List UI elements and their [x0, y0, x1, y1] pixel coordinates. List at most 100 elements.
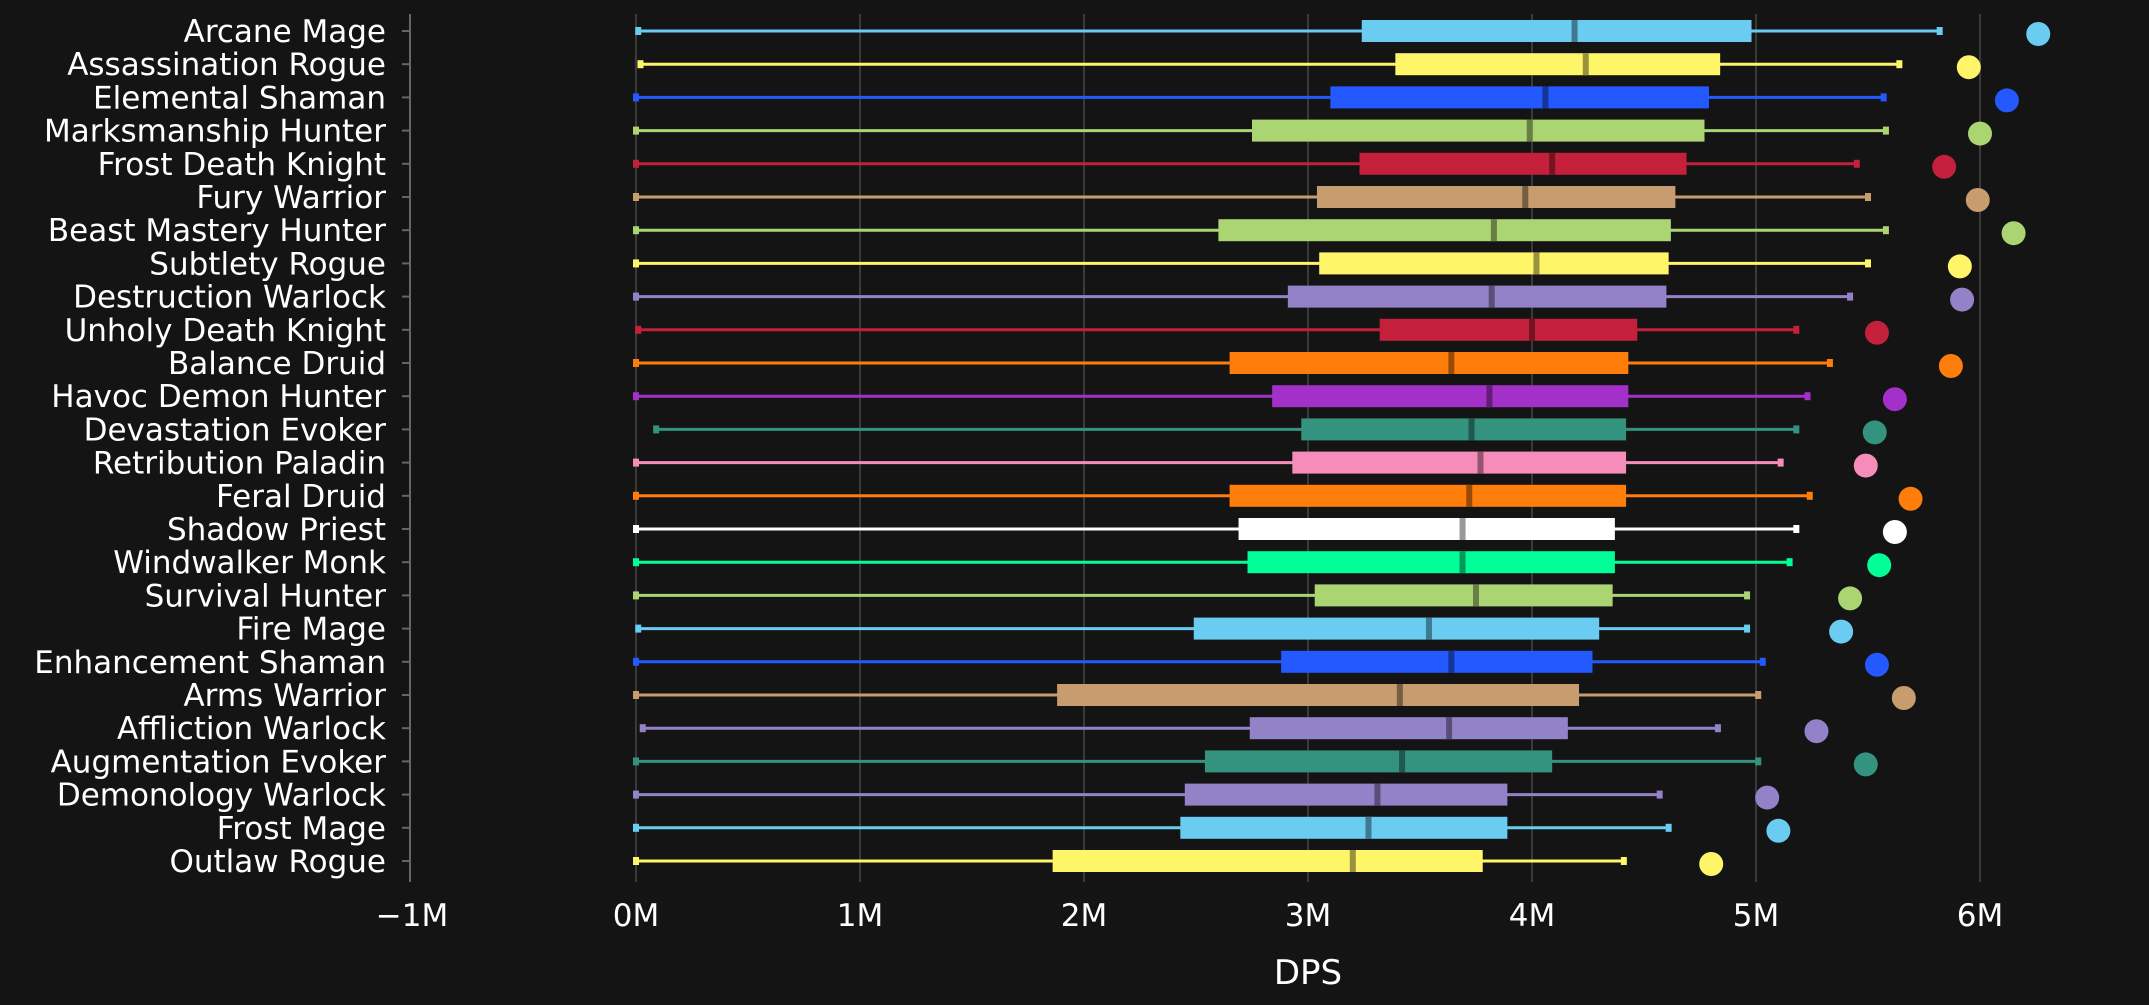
top-marker	[1862, 420, 1887, 445]
whisker-cap-min	[633, 193, 639, 201]
whisker-cap-max	[1793, 325, 1800, 334]
median-mark	[1542, 86, 1549, 109]
median-mark	[1425, 617, 1432, 640]
top-marker	[1882, 520, 1907, 544]
category-label: Feral Druid	[216, 479, 386, 515]
median-mark	[1549, 152, 1556, 175]
category-label: Balance Druid	[168, 346, 386, 382]
whisker-cap-max	[1880, 93, 1887, 102]
series-balance-druid	[633, 352, 1963, 378]
category-label: Windwalker Monk	[113, 545, 386, 581]
x-axis-title: DPS	[1274, 953, 1342, 993]
iqr-box	[1330, 86, 1709, 109]
category-label: Marksmanship Hunter	[44, 114, 386, 150]
series-assassination-rogue	[637, 53, 1981, 80]
median-mark	[1522, 186, 1529, 208]
whisker-cap-max	[1826, 359, 1833, 367]
whisker-cap-max	[1865, 259, 1871, 268]
whisker-cap-max	[1777, 458, 1784, 467]
iqr-box	[1229, 484, 1627, 507]
iqr-box	[1319, 252, 1669, 275]
top-marker	[1968, 121, 1992, 146]
top-marker	[1804, 719, 1829, 744]
gridlines	[635, 14, 1981, 882]
category-label: Devastation Evoker	[84, 412, 387, 448]
iqr-box	[1057, 684, 1580, 706]
median-mark	[1468, 418, 1475, 441]
series-arms-warrior	[633, 684, 1916, 710]
whisker-cap-min	[633, 359, 639, 367]
series-destruction-warlock	[633, 285, 1975, 312]
series-augmentation-evoker	[633, 750, 1878, 777]
series-enhancement-shaman	[633, 650, 1889, 677]
whisker-cap-max	[1744, 624, 1751, 633]
category-label: Arms Warrior	[183, 678, 386, 714]
whisker-cap-min	[633, 525, 639, 533]
category-label: Outlaw Rogue	[169, 844, 386, 880]
median-mark	[1365, 816, 1372, 839]
whisker-cap-min	[633, 392, 639, 401]
x-tick-label: 4M	[1509, 898, 1555, 934]
median-mark	[1529, 318, 1535, 341]
top-marker	[1853, 752, 1878, 777]
category-label: Assassination Rogue	[67, 47, 386, 83]
top-marker	[1766, 818, 1791, 843]
whisker-cap-max	[1896, 60, 1903, 69]
whisker-cap-max	[1804, 392, 1811, 401]
whisker-cap-min	[633, 558, 639, 567]
series-group	[633, 20, 2051, 876]
series-fire-mage	[635, 617, 1854, 644]
category-label: Beast Mastery Hunter	[48, 213, 386, 249]
iqr-box	[1316, 186, 1676, 208]
category-label: Fire Mage	[236, 612, 386, 648]
median-mark	[1490, 219, 1497, 242]
x-tick-label: 0M	[613, 898, 659, 934]
category-label: Unholy Death Knight	[65, 313, 386, 349]
top-marker	[1994, 88, 2019, 113]
top-marker	[1882, 387, 1907, 412]
x-tick-label: 3M	[1285, 898, 1331, 934]
x-tick-label: 5M	[1733, 898, 1779, 934]
iqr-box	[1184, 783, 1508, 806]
category-label: Demonology Warlock	[57, 778, 386, 814]
whisker-cap-min	[635, 325, 642, 334]
category-label: Destruction Warlock	[73, 280, 386, 316]
whisker-cap-max	[1620, 857, 1627, 865]
median-mark	[1446, 717, 1453, 740]
whisker-cap-max	[1755, 691, 1762, 699]
iqr-box	[1249, 717, 1568, 740]
whisker-cap-max	[1936, 27, 1943, 35]
top-marker	[1965, 188, 1990, 212]
category-label: Subtlety Rogue	[149, 246, 386, 282]
median-mark	[1571, 20, 1578, 42]
median-mark	[1582, 53, 1589, 76]
x-tick-label: −1M	[376, 898, 448, 934]
iqr-box	[1252, 119, 1705, 142]
whisker-cap-max	[1882, 126, 1889, 135]
median-mark	[1533, 252, 1540, 275]
category-label: Havoc Demon Hunter	[51, 379, 386, 415]
category-label: Elemental Shaman	[93, 80, 386, 116]
whisker-cap-min	[639, 724, 646, 733]
top-marker	[1947, 254, 1972, 279]
iqr-box	[1301, 418, 1627, 441]
iqr-box	[1292, 451, 1627, 474]
whisker-cap-min	[633, 226, 639, 235]
whisker-cap-min	[633, 126, 639, 135]
iqr-box	[1180, 816, 1508, 839]
top-marker	[1898, 486, 1923, 511]
whisker-cap-min	[633, 757, 639, 766]
top-marker	[1956, 55, 1981, 80]
series-demonology-warlock	[633, 783, 1780, 810]
whisker-cap-max	[1853, 159, 1860, 168]
series-outlaw-rogue	[633, 850, 1724, 876]
series-shadow-priest	[633, 518, 1907, 544]
median-mark	[1399, 750, 1406, 773]
category-label: Fury Warrior	[196, 180, 386, 216]
iqr-box	[1272, 385, 1629, 408]
whisker-cap-min	[633, 491, 639, 500]
series-windwalker-monk	[633, 551, 1892, 578]
series-marksmanship-hunter	[633, 119, 1992, 146]
whisker-cap-min	[633, 93, 639, 102]
